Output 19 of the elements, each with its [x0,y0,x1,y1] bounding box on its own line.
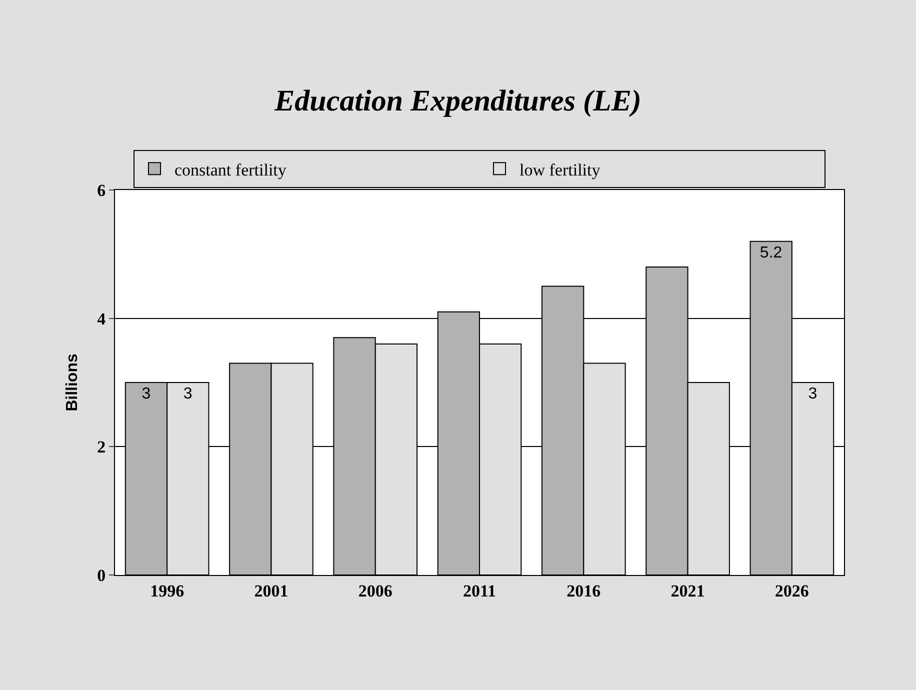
y-axis-title: Billions [64,354,81,412]
x-tick-label: 2016 [566,581,601,600]
data-label: 3 [183,386,192,402]
x-tick-label: 2026 [774,581,809,600]
y-tick-label: 6 [97,180,106,200]
x-tick-label: 2011 [462,581,496,600]
x-tick-label: 2001 [254,581,288,600]
data-label: 3 [808,386,818,402]
data-label: 3 [142,386,151,402]
x-tick-label: 2021 [670,581,705,600]
x-tick-label: 2006 [358,581,392,600]
data-label: 5.2 [760,244,782,262]
legend-label: low fertility [520,160,601,180]
chart-title: Education Expenditures (LE) [274,84,642,118]
y-tick-label: 2 [97,438,106,457]
x-tick-label: 1996 [150,581,184,600]
y-tick-label: 0 [97,566,106,585]
legend-label: constant fertility [174,160,287,180]
y-tick-label: 4 [97,309,106,328]
